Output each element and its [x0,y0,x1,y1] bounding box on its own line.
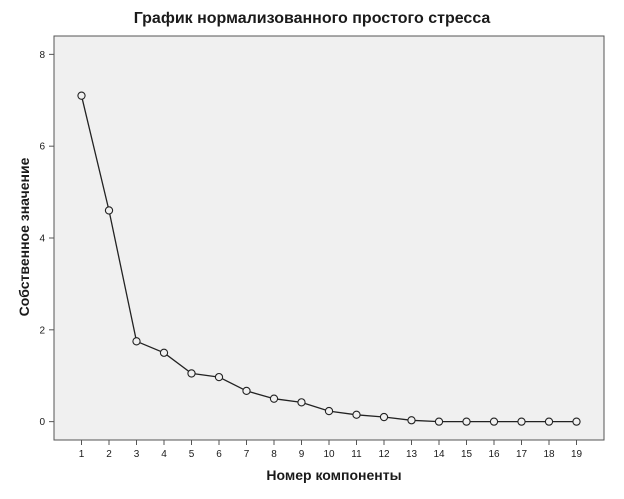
y-tick-label: 2 [39,325,45,336]
x-tick-label: 15 [461,449,473,460]
x-tick-label: 12 [378,449,390,460]
y-tick-label: 0 [39,417,45,428]
data-point [462,417,471,426]
x-tick-label: 4 [161,449,167,460]
data-point [297,398,306,407]
y-tick-label: 6 [39,142,45,153]
x-tick-label: 14 [433,449,445,460]
data-point [544,417,554,426]
x-tick-label: 5 [189,449,195,460]
y-axis-label: Собственное значение [16,157,32,317]
data-point [352,410,361,419]
x-tick-label: 8 [271,449,277,460]
data-point [132,337,141,346]
x-tick-label: 16 [488,449,500,460]
x-tick-label: 7 [244,449,250,460]
x-tick-label: 19 [571,449,583,460]
data-point [379,412,389,422]
data-point [324,406,334,416]
data-point [187,369,196,378]
data-point [407,416,416,425]
chart-title: График нормализованного простого стресса [133,10,491,27]
x-axis: 1 2 3 4 5 6 7 8 9 10 11 12 13 14 15 16 17 18 19 [79,440,583,460]
data-point [214,372,224,382]
data-point [104,206,114,215]
x-tick-label: 17 [516,449,528,460]
x-tick-label: 10 [323,449,335,460]
y-tick-label: 8 [39,50,45,61]
x-tick-label: 9 [299,449,305,460]
x-axis-label: Номер компоненты [266,467,402,483]
data-point [269,394,279,403]
plot-area [53,35,605,441]
data-point [572,417,581,426]
x-tick-label: 13 [406,449,418,460]
series-layer [77,91,581,426]
data-point [517,417,526,426]
x-tick-label: 18 [543,449,555,460]
x-tick-label: 6 [216,449,222,460]
data-point [242,386,251,396]
y-tick-label: 4 [39,234,45,245]
x-tick-label: 1 [79,449,85,460]
data-point [159,348,169,357]
data-point [77,91,86,100]
x-tick-label: 11 [351,449,362,460]
x-tick-label: 2 [106,449,112,460]
data-point [434,417,444,426]
data-point [489,417,499,426]
y-axis: 0 2 4 6 8 [39,50,54,428]
x-tick-label: 3 [134,449,140,460]
